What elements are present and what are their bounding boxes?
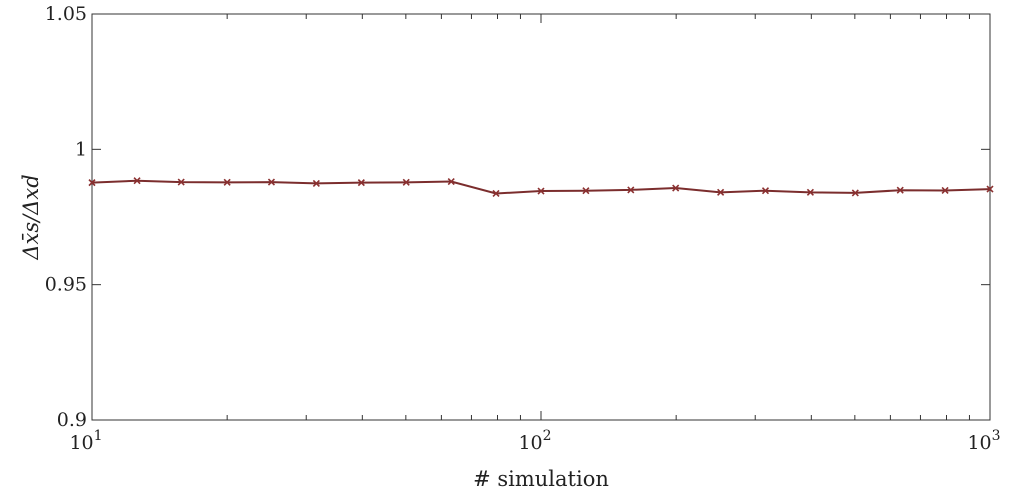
y-axis-label: Δx̄s/Δxd — [19, 174, 43, 260]
data-point — [761, 187, 770, 195]
data-point — [267, 178, 276, 186]
data-point — [88, 179, 96, 187]
x-axis-label: # simulation — [473, 467, 609, 491]
data-point — [672, 184, 680, 192]
data-point — [357, 179, 365, 187]
y-tick-labels: 0.9 0.95 1 1.05 — [45, 3, 87, 431]
y-axis-label-text: Δx̄s/Δxd — [19, 174, 43, 260]
data-point — [133, 177, 141, 185]
data-point — [896, 186, 904, 194]
tick-marks — [91, 13, 991, 421]
data-point — [986, 185, 994, 193]
series-layer — [88, 177, 994, 198]
data-point — [941, 186, 949, 195]
data-point — [492, 189, 500, 198]
x-tick-label: 101 — [69, 428, 102, 454]
y-tick-label: 0.95 — [45, 274, 87, 296]
x-tick-labels: 101 102 103 — [69, 428, 1000, 454]
data-point — [177, 178, 185, 186]
x-tick-label: 103 — [967, 428, 1000, 454]
data-point — [806, 188, 814, 196]
data-point — [537, 187, 545, 195]
y-tick-label: 1.05 — [45, 3, 87, 25]
data-point — [582, 187, 590, 195]
y-tick-label: 0.9 — [57, 409, 87, 431]
data-point — [402, 178, 410, 186]
x-tick-label: 102 — [518, 428, 551, 454]
plot-area — [91, 13, 991, 421]
y-tick-label: 1 — [75, 138, 87, 160]
data-point — [717, 188, 725, 196]
data-point — [851, 189, 859, 197]
data-point — [627, 186, 635, 194]
data-point — [447, 177, 455, 186]
data-point — [223, 178, 231, 186]
data-point — [312, 179, 320, 188]
